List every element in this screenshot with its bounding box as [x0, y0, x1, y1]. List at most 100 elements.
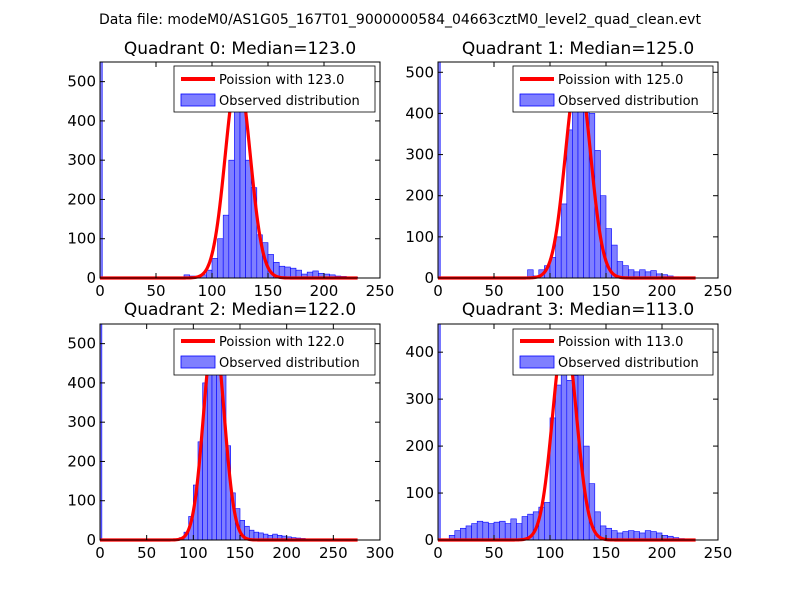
y-tick-label: 300 — [67, 151, 96, 169]
x-tick-label: 250 — [704, 544, 733, 562]
histogram-bar — [499, 520, 506, 541]
panel-title: Quadrant 0: Median=123.0 — [124, 39, 356, 59]
x-tick-label: 250 — [704, 282, 733, 300]
histogram-bar — [228, 159, 235, 279]
histogram-bar — [211, 258, 218, 279]
x-tick-label: 150 — [254, 282, 283, 300]
x-tick-label: 200 — [648, 544, 677, 562]
histogram-bar — [460, 527, 467, 541]
y-tick-label: 400 — [405, 104, 434, 122]
histogram-bar — [510, 518, 517, 541]
x-tick-label: 200 — [272, 544, 301, 562]
y-tick-label: 200 — [67, 190, 96, 208]
panel-quadrant-1: Quadrant 1: Median=125.0 0 50 100 150 200 250… — [405, 39, 732, 300]
histogram-bar — [206, 269, 213, 279]
y-tick-label: 100 — [405, 484, 434, 502]
legend: Poission with 113.0 Observed distributio… — [512, 328, 714, 376]
y-tick-label: 0 — [424, 269, 434, 287]
histogram-bar — [560, 203, 568, 279]
histogram-bar — [555, 384, 562, 541]
histogram-bar — [482, 521, 489, 541]
histogram-bar — [566, 380, 573, 541]
plot-area: 0 50 100 150 200 250 0 100 200 300 400 — [405, 323, 733, 562]
y-tick-label: 200 — [405, 437, 434, 455]
x-tick-label: 300 — [366, 544, 395, 562]
axes-frame — [99, 61, 381, 279]
plot-area: 0 50 100 150 200 250 0 100 200 300 400 500 — [67, 61, 395, 300]
histogram-bar — [493, 521, 500, 541]
y-tick-label: 500 — [67, 73, 96, 91]
panel-quadrant-2: Quadrant 2: Median=122.0 0 50 100 150 200 250… — [67, 300, 394, 562]
histogram-bar — [555, 236, 562, 279]
histogram-bar — [504, 523, 512, 541]
histogram-bar — [222, 214, 230, 279]
legend-poisson-label: Poission with 122.0 — [219, 335, 344, 350]
x-tick-label: 250 — [366, 282, 395, 300]
histogram-bar — [239, 108, 246, 279]
y-tick-label: 100 — [67, 492, 96, 510]
legend-observed-label: Observed distribution — [558, 94, 699, 109]
figure-suptitle: Data file: modeM0/AS1G05_167T01_90000005… — [99, 12, 701, 28]
histogram-bar — [245, 159, 252, 279]
x-tick-label: 0 — [433, 544, 443, 562]
x-tick-label: 50 — [484, 282, 503, 300]
histogram-bar — [465, 525, 472, 541]
y-tick-label: 0 — [86, 269, 96, 287]
x-tick-label: 0 — [95, 544, 105, 562]
x-tick-label: 150 — [592, 282, 621, 300]
x-tick-label: 150 — [226, 544, 255, 562]
histogram-bar — [521, 516, 528, 541]
x-tick-label: 100 — [536, 544, 565, 562]
x-tick-label: 0 — [95, 282, 105, 300]
plot-area: 0 50 100 150 200 250 0 100 200 300 400 500 — [405, 61, 733, 300]
legend-poisson-label: Poission with 125.0 — [558, 73, 683, 88]
y-tick-label: 100 — [67, 230, 96, 248]
legend-observed-label: Observed distribution — [219, 94, 360, 109]
y-tick-label: 100 — [405, 228, 434, 246]
legend-observed-swatch — [519, 355, 555, 369]
panel-title: Quadrant 2: Median=122.0 — [124, 300, 356, 320]
x-tick-label: 50 — [137, 544, 156, 562]
y-tick-label: 0 — [86, 531, 96, 549]
panel-quadrant-3: Quadrant 3: Median=113.0 0 50 100 150 200 250… — [405, 300, 732, 562]
x-tick-label: 100 — [198, 282, 227, 300]
y-tick-label: 400 — [67, 112, 96, 130]
x-tick-label: 250 — [319, 544, 348, 562]
x-tick-label: 0 — [433, 282, 443, 300]
y-tick-label: 500 — [67, 335, 96, 353]
y-tick-label: 0 — [424, 531, 434, 549]
axes-frame — [437, 323, 719, 541]
y-tick-label: 300 — [405, 390, 434, 408]
x-tick-label: 200 — [648, 282, 677, 300]
x-tick-label: 100 — [536, 282, 565, 300]
x-tick-label: 150 — [592, 544, 621, 562]
y-tick-label: 300 — [67, 413, 96, 431]
histogram-bar — [572, 104, 579, 279]
panel-title: Quadrant 1: Median=125.0 — [462, 39, 694, 59]
panel-title: Quadrant 3: Median=113.0 — [462, 300, 694, 320]
x-tick-label: 200 — [310, 282, 339, 300]
y-tick-label: 500 — [405, 63, 434, 81]
histogram-bar — [566, 129, 573, 279]
histogram-bar — [516, 523, 523, 541]
y-tick-label: 200 — [67, 452, 96, 470]
x-tick-label: 100 — [179, 544, 208, 562]
legend: Poission with 122.0 Observed distributio… — [173, 328, 376, 376]
legend-observed-swatch — [180, 93, 216, 107]
legend: Poission with 123.0 Observed distributio… — [173, 65, 376, 113]
legend-observed-label: Observed distribution — [558, 356, 699, 371]
legend-observed-swatch — [180, 355, 216, 369]
legend-observed-swatch — [519, 93, 555, 107]
y-tick-label: 300 — [405, 146, 434, 164]
histogram-bar — [217, 238, 224, 279]
y-tick-label: 400 — [405, 343, 434, 361]
histogram-bar — [488, 523, 495, 541]
legend-poisson-label: Poission with 123.0 — [219, 73, 344, 88]
legend: Poission with 125.0 Observed distributio… — [512, 65, 714, 113]
y-tick-label: 200 — [405, 187, 434, 205]
legend-observed-label: Observed distribution — [219, 356, 360, 371]
legend-poisson-label: Poission with 113.0 — [558, 335, 683, 350]
axes-frame — [437, 61, 719, 279]
histogram-bar — [471, 523, 478, 541]
